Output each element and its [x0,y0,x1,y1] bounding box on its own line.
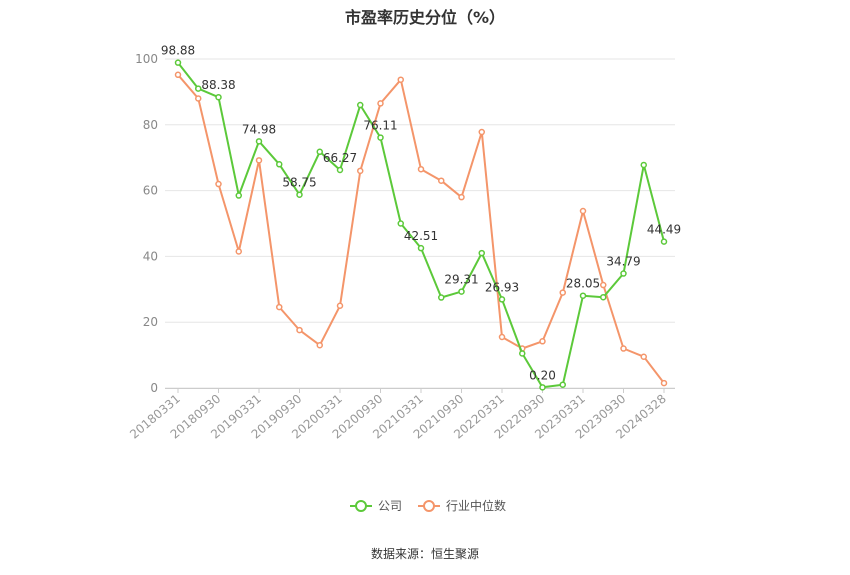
y-tick-label: 100 [135,52,158,66]
legend-label: 公司 [378,499,402,513]
legend-swatch-marker [355,500,367,512]
data-point-company [579,292,587,299]
data-point-industry-median [255,157,263,164]
data-point-company [397,220,404,227]
data-point-company [539,384,546,391]
series-lines [174,59,668,391]
data-point-industry-median [195,95,202,102]
data-point-industry-median [498,333,506,341]
data-point-company [620,270,627,277]
data-point-industry-median [640,353,647,360]
data-label: 66.27 [323,151,357,165]
data-point-company [377,134,384,141]
data-label: 34.79 [606,255,640,269]
data-point-industry-median [377,100,384,107]
data-point-company [559,381,566,388]
legend-label: 行业中位数 [446,498,506,513]
data-point-industry-median [174,71,182,79]
data-point-company [498,296,506,303]
data-point-company [600,293,607,301]
data-point-industry-median [215,180,222,188]
y-tick-label: 20 [143,315,158,329]
x-axis: 2018033120180930201903312019093020200331… [127,388,675,442]
data-label: 0.20 [529,368,556,382]
y-tick-label: 60 [143,184,158,198]
data-label: 98.88 [161,44,195,58]
data-point-industry-median [438,177,445,184]
series-line-company [177,62,665,389]
source-note: 数据来源：恒生聚源 [370,547,479,561]
data-point-industry-median [539,338,546,345]
data-point-company [438,294,445,301]
chart-title: 市盈率历史分位（%） [344,8,506,27]
data-point-company [195,85,202,92]
data-point-industry-median [417,165,425,173]
data-point-company [519,350,526,357]
data-point-industry-median [357,167,364,175]
grid: 0 20 40 60 80 100 [135,52,675,395]
data-label: 76.11 [363,119,397,133]
legend[interactable]: 公司 行业中位数 [350,498,506,513]
data-labels: 98.88 88.38 74.98 58.75 66.27 76.11 42.51 29.31… [161,44,681,383]
data-point-company [296,191,303,198]
legend-swatch-marker [423,500,435,512]
data-point-industry-median [478,128,485,136]
data-point-industry-median [336,302,344,309]
legend-item-company[interactable]: 公司 [350,499,402,513]
data-point-industry-median [296,326,303,334]
data-point-company [660,238,668,245]
data-point-industry-median [397,76,404,83]
data-point-company [357,101,364,109]
data-point-industry-median [316,341,323,349]
data-point-company [458,288,465,295]
data-point-industry-median [235,248,242,255]
data-label: 58.75 [282,176,316,190]
data-label: 44.49 [647,223,681,237]
data-point-industry-median [600,281,607,289]
data-label: 28.05 [566,277,600,291]
data-point-industry-median [620,345,627,352]
data-point-company [255,138,263,145]
data-point-industry-median [660,379,668,387]
data-label: 74.98 [242,122,276,136]
data-label: 26.93 [485,280,519,294]
data-point-company [417,244,425,252]
data-point-industry-median [458,193,465,201]
data-point-company [640,161,647,169]
data-label: 42.51 [404,229,438,243]
data-point-company [235,192,242,199]
data-point-company [174,59,182,66]
y-tick-label: 80 [143,118,158,132]
data-point-company [316,148,323,156]
data-label: 29.31 [444,273,478,287]
y-tick-label: 40 [143,249,158,263]
data-point-industry-median [579,207,587,215]
data-point-company [215,93,222,101]
data-point-industry-median [276,303,283,311]
data-label: 88.38 [201,78,235,92]
data-point-industry-median [559,289,566,296]
data-point-company [336,166,344,174]
data-point-company [478,249,485,257]
data-point-company [276,161,283,168]
y-tick-label: 0 [150,381,158,395]
legend-item-industry-median[interactable]: 行业中位数 [418,498,506,513]
